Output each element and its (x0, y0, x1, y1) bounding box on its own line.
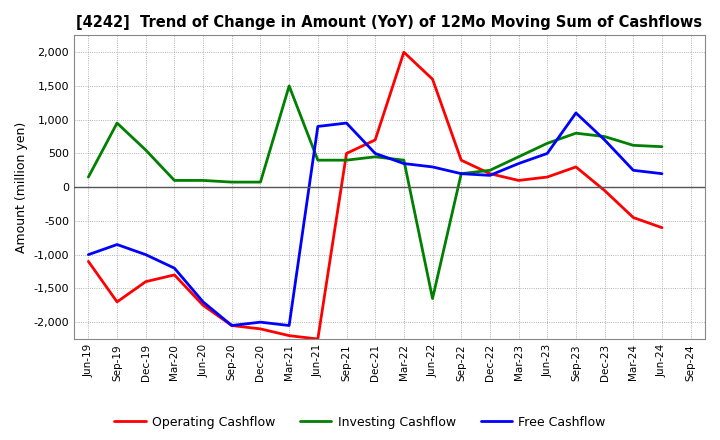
Free Cashflow (170, 265, 179, 271)
Legend: Operating Cashflow, Investing Cashflow, Free Cashflow: Operating Cashflow, Investing Cashflow, … (109, 411, 611, 434)
Investing Cashflow (600, 134, 609, 139)
Investing Cashflow (199, 178, 207, 183)
Operating Cashflow (342, 151, 351, 156)
Operating Cashflow (313, 336, 322, 341)
Operating Cashflow (141, 279, 150, 284)
Operating Cashflow (514, 178, 523, 183)
Operating Cashflow (228, 323, 236, 328)
Free Cashflow (514, 161, 523, 166)
Operating Cashflow (170, 272, 179, 278)
Investing Cashflow (629, 143, 638, 148)
Free Cashflow (256, 319, 265, 325)
Operating Cashflow (629, 215, 638, 220)
Free Cashflow (657, 171, 666, 176)
Operating Cashflow (285, 333, 294, 338)
Operating Cashflow (485, 171, 494, 176)
Operating Cashflow (428, 77, 437, 82)
Free Cashflow (600, 137, 609, 143)
Investing Cashflow (543, 141, 552, 146)
Free Cashflow (141, 252, 150, 257)
Free Cashflow (485, 173, 494, 178)
Operating Cashflow (572, 164, 580, 169)
Operating Cashflow (543, 174, 552, 180)
Investing Cashflow (485, 168, 494, 173)
Operating Cashflow (457, 158, 466, 163)
Free Cashflow (285, 323, 294, 328)
Investing Cashflow (342, 158, 351, 163)
Operating Cashflow (657, 225, 666, 230)
Free Cashflow (428, 164, 437, 169)
Investing Cashflow (84, 174, 93, 180)
Free Cashflow (629, 168, 638, 173)
Free Cashflow (199, 299, 207, 304)
Free Cashflow (371, 151, 379, 156)
Operating Cashflow (84, 259, 93, 264)
Investing Cashflow (141, 147, 150, 153)
Investing Cashflow (657, 144, 666, 149)
Investing Cashflow (457, 171, 466, 176)
Operating Cashflow (400, 50, 408, 55)
Operating Cashflow (600, 188, 609, 193)
Free Cashflow (543, 151, 552, 156)
Free Cashflow (400, 161, 408, 166)
Line: Free Cashflow: Free Cashflow (89, 113, 662, 326)
Investing Cashflow (113, 121, 122, 126)
Investing Cashflow (228, 180, 236, 185)
Investing Cashflow (371, 154, 379, 159)
Free Cashflow (313, 124, 322, 129)
Free Cashflow (228, 323, 236, 328)
Title: [4242]  Trend of Change in Amount (YoY) of 12Mo Moving Sum of Cashflows: [4242] Trend of Change in Amount (YoY) o… (76, 15, 703, 30)
Line: Investing Cashflow: Investing Cashflow (89, 86, 662, 298)
Free Cashflow (572, 110, 580, 116)
Investing Cashflow (514, 154, 523, 159)
Investing Cashflow (285, 83, 294, 88)
Investing Cashflow (572, 131, 580, 136)
Operating Cashflow (199, 303, 207, 308)
Y-axis label: Amount (million yen): Amount (million yen) (15, 121, 28, 253)
Investing Cashflow (256, 180, 265, 185)
Operating Cashflow (256, 326, 265, 331)
Free Cashflow (457, 171, 466, 176)
Investing Cashflow (170, 178, 179, 183)
Free Cashflow (113, 242, 122, 247)
Investing Cashflow (400, 158, 408, 163)
Operating Cashflow (371, 137, 379, 143)
Investing Cashflow (428, 296, 437, 301)
Free Cashflow (342, 121, 351, 126)
Free Cashflow (84, 252, 93, 257)
Investing Cashflow (313, 158, 322, 163)
Line: Operating Cashflow: Operating Cashflow (89, 52, 662, 339)
Operating Cashflow (113, 299, 122, 304)
